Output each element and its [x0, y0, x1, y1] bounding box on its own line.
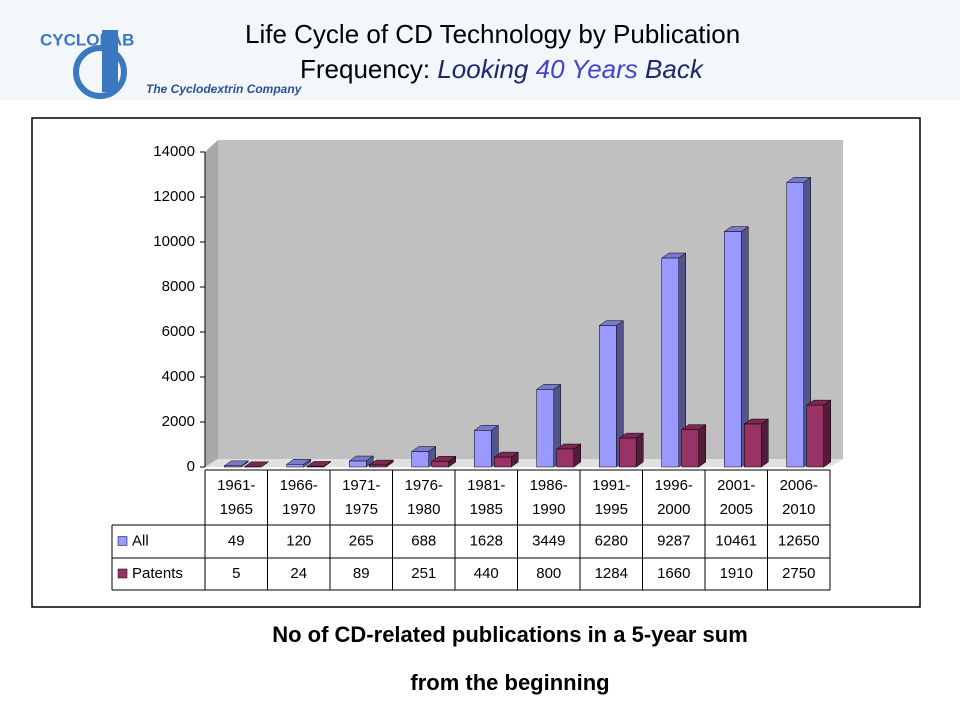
y-tick-label: 12000	[153, 188, 195, 205]
table-value: 24	[290, 565, 307, 582]
bar	[661, 257, 679, 468]
table-value: 1628	[470, 532, 503, 549]
y-tick-label: 10000	[153, 233, 195, 250]
header-band	[0, 0, 960, 100]
bar-side	[823, 399, 831, 468]
title-part: Back	[645, 54, 705, 84]
bar	[369, 464, 387, 468]
caption: from the beginning	[410, 670, 609, 695]
y-tick-label: 2000	[162, 413, 195, 430]
table-value: 3449	[532, 532, 565, 549]
x-tick-label: 2001-2005	[717, 477, 756, 518]
table-value: 251	[411, 565, 436, 582]
y-tick-label: 6000	[162, 323, 195, 340]
side-wall	[205, 140, 218, 467]
table-value: 265	[349, 532, 374, 549]
table-value: 10461	[715, 532, 757, 549]
bar	[286, 464, 304, 468]
logo-tagline: The Cyclodextrin Company	[146, 82, 303, 96]
bar	[474, 430, 492, 468]
table-value: 440	[474, 565, 499, 582]
bar-side	[698, 424, 706, 468]
bar	[681, 429, 699, 468]
legend-swatch	[117, 568, 128, 579]
table-value: 1910	[720, 565, 753, 582]
x-tick-label: 2006-2010	[779, 477, 818, 518]
bar	[536, 389, 554, 468]
table-value: 6280	[595, 532, 628, 549]
bar-side	[761, 418, 769, 468]
bar	[619, 437, 637, 468]
x-tick-label: 1961-1965	[217, 477, 256, 518]
bar	[411, 451, 429, 468]
bar	[724, 231, 742, 468]
bar	[599, 325, 617, 468]
table-value: 89	[353, 565, 370, 582]
x-tick-label: 1996-2000	[654, 477, 693, 518]
table-value: 800	[536, 565, 561, 582]
title-line: Frequency: Looking 40 Years Back	[300, 54, 705, 84]
table-value: 2750	[782, 565, 815, 582]
table-value: 9287	[657, 532, 690, 549]
table-value: 49	[228, 532, 245, 549]
title-line: Life Cycle of CD Technology by Publicati…	[245, 19, 740, 49]
bar	[431, 461, 449, 468]
title-part: Looking	[437, 54, 529, 84]
logo-ring	[73, 45, 127, 99]
table-value: 12650	[778, 532, 820, 549]
y-tick-label: 0	[187, 458, 195, 475]
title-part: 40 Years	[536, 54, 638, 84]
table-value: 1284	[595, 565, 628, 582]
bar	[349, 460, 367, 468]
title-part: Frequency:	[300, 54, 430, 84]
x-tick-label: 1981-1985	[467, 477, 506, 518]
table-value: 120	[286, 532, 311, 549]
y-tick-label: 8000	[162, 278, 195, 295]
bar	[494, 456, 512, 468]
legend-label: All	[132, 532, 149, 549]
x-tick-label: 1976-1980	[404, 477, 443, 518]
table-value: 688	[411, 532, 436, 549]
bar	[744, 423, 762, 468]
logo-bar	[102, 30, 118, 92]
back-wall	[218, 140, 843, 459]
table-value: 5	[232, 565, 240, 582]
caption: No of CD-related publications in a 5-yea…	[272, 622, 748, 647]
logo-name: CYCLOLAB	[40, 30, 134, 49]
bar	[224, 465, 242, 468]
bar	[306, 466, 324, 468]
x-tick-label: 1991-1995	[592, 477, 631, 518]
x-tick-label: 1986-1990	[529, 477, 568, 518]
legend-label: Patents	[132, 565, 183, 582]
bar-side	[636, 432, 644, 468]
bar	[786, 182, 804, 468]
x-tick-label: 1971-1975	[342, 477, 381, 518]
bar	[556, 448, 574, 468]
y-tick-label: 14000	[153, 143, 195, 160]
x-tick-label: 1966-1970	[279, 477, 318, 518]
legend-swatch	[117, 536, 128, 546]
y-tick-label: 4000	[162, 368, 195, 385]
bar	[806, 404, 824, 468]
table-value: 1660	[657, 565, 690, 582]
